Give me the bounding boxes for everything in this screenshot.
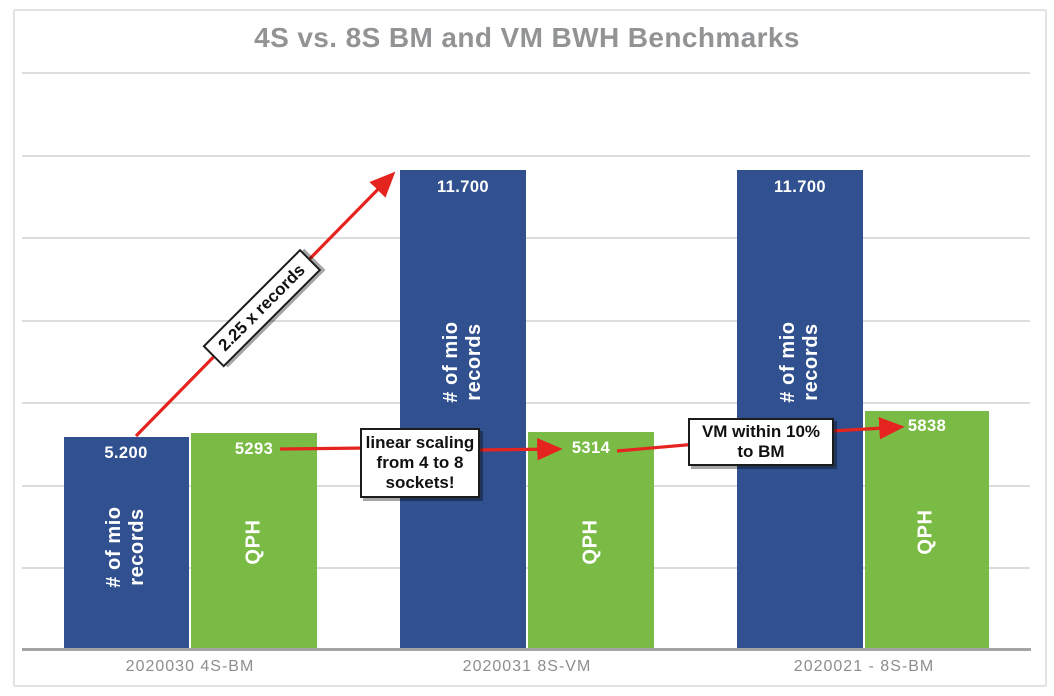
bar-qph-8s-bm: 5838 [865, 411, 989, 650]
bar-records-8s-vm: 11.700 [400, 170, 526, 650]
bar-value-label: 5838 [907, 417, 947, 435]
x-axis-label-8s-bm: 2020021 - 8S-BM [793, 658, 935, 675]
series-name-records: # of mio records [440, 321, 485, 403]
gridline-12000 [22, 155, 1030, 157]
gridline-4000 [22, 485, 1030, 487]
gridline-14000 [22, 72, 1030, 74]
bar-value-label: 11.700 [774, 178, 826, 196]
series-name-qph: QPH [242, 519, 265, 565]
bar-value-label: 5293 [234, 440, 274, 458]
bar-records-8s-bm: 11.700 [737, 170, 863, 650]
bar-qph-8s-vm: 5314 [528, 432, 654, 650]
series-name-records: # of mio records [103, 506, 148, 588]
bar-value-label: 11.700 [437, 178, 489, 196]
series-name-qph: QPH [914, 509, 937, 555]
series-name-records: # of mio records [777, 321, 822, 403]
x-axis-line [22, 648, 1031, 651]
x-axis-label-8s-vm: 2020031 8S-VM [462, 658, 592, 675]
note-vm-within-10pct: VM within 10% to BM [688, 418, 834, 466]
gridline-6000 [22, 402, 1030, 404]
gridline-10000 [22, 237, 1030, 239]
chart-title: 4S vs. 8S BM and VM BWH Benchmarks [254, 22, 800, 53]
gridline-2000 [22, 567, 1030, 569]
note-linear-scaling: linear scaling from 4 to 8 sockets! [360, 428, 480, 498]
bar-qph-4s-bm: 5293 [191, 433, 317, 650]
gridline-8000 [22, 320, 1030, 322]
bar-value-label: 5.200 [104, 444, 148, 462]
bar-records-4s-bm: 5.200 [64, 437, 189, 650]
x-axis-label-4s-bm: 2020030 4S-BM [125, 658, 255, 675]
series-name-qph: QPH [579, 519, 602, 565]
bar-value-label: 5314 [571, 439, 611, 457]
